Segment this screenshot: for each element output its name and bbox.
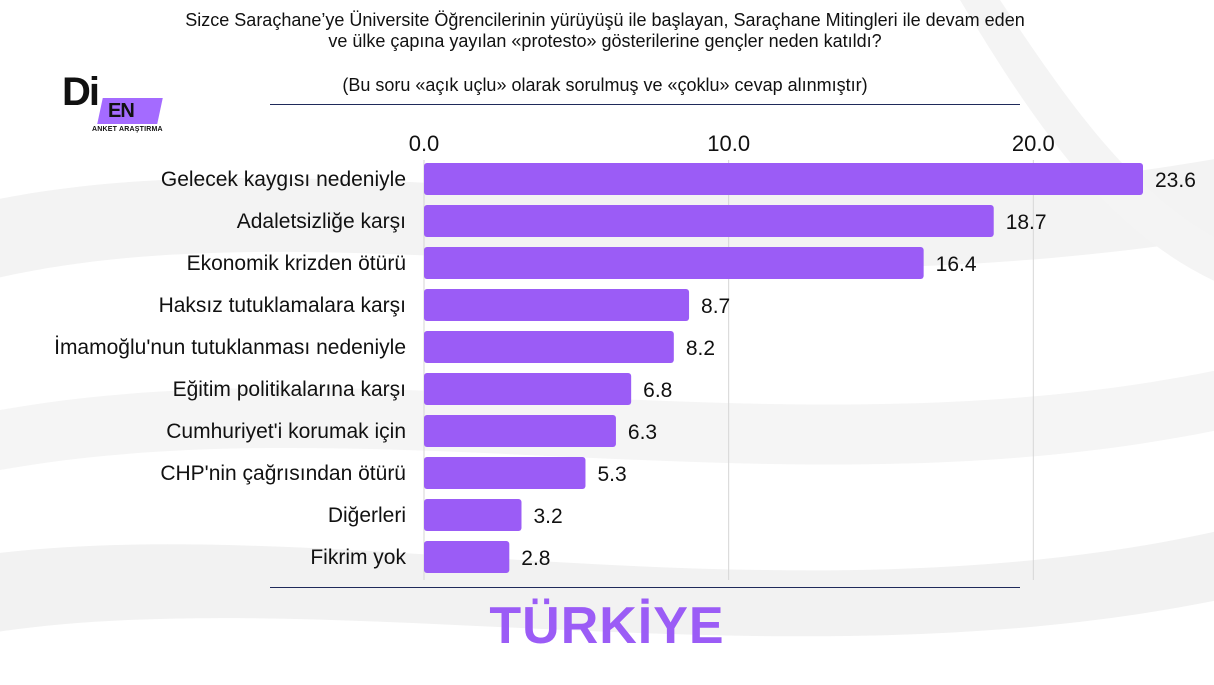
category-label: Gelecek kaygısı nedeniyle — [161, 168, 406, 191]
data-label: 3.2 — [533, 505, 562, 528]
category-label: Diğerleri — [328, 504, 406, 527]
category-label: Ekonomik krizden ötürü — [187, 252, 406, 275]
data-label: 23.6 — [1155, 169, 1196, 192]
data-label: 8.2 — [686, 337, 715, 360]
x-tick-label: 10.0 — [707, 131, 750, 156]
x-tick-label: 20.0 — [1012, 131, 1055, 156]
bar — [424, 205, 994, 237]
category-label: Haksız tutuklamalara karşı — [159, 294, 406, 317]
brand-logo: Di EN ANKET ARAŞTIRMA — [58, 70, 170, 140]
x-tick-label: 0.0 — [409, 131, 440, 156]
chart-question: Sizce Saraçhane’ye Üniversite Öğrenciler… — [185, 10, 1025, 51]
bar — [424, 373, 632, 405]
category-label: CHP'nin çağrısından ötürü — [160, 462, 406, 485]
chart-note: (Bu soru «açık uçlu» olarak sorulmuş ve … — [342, 75, 868, 95]
bar — [424, 163, 1143, 195]
chart-bottom-divider — [270, 587, 1020, 588]
logo-mark-right: EN — [108, 100, 135, 122]
bar — [424, 415, 616, 447]
data-label: 5.3 — [597, 463, 626, 486]
data-label: 8.7 — [701, 295, 730, 318]
header-divider — [270, 104, 1020, 105]
category-label: İmamoğlu'nun tutuklanması nedeniyle — [54, 336, 406, 359]
data-label: 6.8 — [643, 379, 672, 402]
category-label: Eğitim politikalarına karşı — [173, 378, 406, 401]
bar — [424, 247, 924, 279]
bar — [424, 331, 674, 363]
bar — [424, 457, 586, 489]
category-label: Fikrim yok — [310, 546, 406, 569]
data-label: 6.3 — [628, 421, 657, 444]
bar — [424, 499, 522, 531]
logo-subtitle: ANKET ARAŞTIRMA — [92, 126, 163, 133]
data-label: 2.8 — [521, 547, 550, 570]
bar — [424, 541, 510, 573]
category-label: Cumhuriyet'i korumak için — [166, 420, 406, 443]
data-label: 18.7 — [1006, 211, 1047, 234]
region-label: TÜRKİYE — [489, 597, 725, 655]
category-label: Adaletsizliğe karşı — [237, 210, 406, 233]
data-label: 16.4 — [936, 253, 977, 276]
logo-mark-left: Di — [62, 70, 100, 114]
bar — [424, 289, 690, 321]
